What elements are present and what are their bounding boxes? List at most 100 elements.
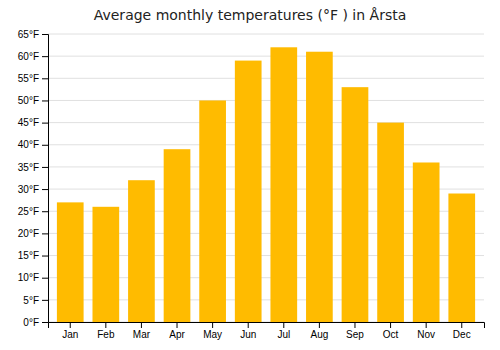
axis-line <box>49 323 485 329</box>
tick-label: Aug <box>310 329 328 340</box>
tick-label: 0°F <box>23 317 39 328</box>
tick-label: Mar <box>133 329 151 340</box>
tick-label: 40°F <box>18 139 39 150</box>
y-axis: 0°F 5°F 10°F 15°F 20°F 25°F 30°F 35°F 40°F 45°F 50… <box>18 29 49 328</box>
x-axis: Jan Feb Mar Apr May Jun Jul Aug Sep Oct Nov Dec <box>49 322 485 340</box>
tick-mark <box>390 322 391 328</box>
tick-mark <box>42 56 48 57</box>
tick-mark <box>141 322 142 328</box>
tick-label: 65°F <box>18 29 39 40</box>
tick-label: Apr <box>169 329 185 340</box>
tick: 10°F <box>18 272 48 283</box>
tick-mark <box>42 78 48 79</box>
tick-label: 15°F <box>18 250 39 261</box>
tick-mark <box>42 256 48 257</box>
tick-mark <box>42 123 48 124</box>
tick: 15°F <box>18 250 48 261</box>
tick: 0°F <box>23 317 48 328</box>
tick: Jan <box>62 322 78 340</box>
tick: 45°F <box>18 117 48 128</box>
bar <box>128 180 155 322</box>
tick: Aug <box>310 322 328 340</box>
tick: Sep <box>346 322 364 340</box>
grid-line <box>48 100 484 101</box>
chart: Average monthly temperatures (°F ) in År… <box>0 0 500 350</box>
tick-label: 35°F <box>18 162 39 173</box>
tick-mark <box>42 233 48 234</box>
tick: 65°F <box>18 29 48 40</box>
grid <box>48 34 484 322</box>
tick: Jun <box>240 322 256 340</box>
tick-label: 10°F <box>18 272 39 283</box>
tick-mark <box>319 322 320 328</box>
tick-label: 50°F <box>18 95 39 106</box>
bar <box>377 123 404 322</box>
tick-mark <box>354 322 355 328</box>
tick: 35°F <box>18 162 48 173</box>
tick-label: 55°F <box>18 73 39 84</box>
tick-label: Dec <box>453 329 471 340</box>
tick: 60°F <box>18 51 48 62</box>
tick-mark <box>42 189 48 190</box>
tick-label: Jul <box>277 329 290 340</box>
bar <box>306 52 333 322</box>
tick-label: 20°F <box>18 228 39 239</box>
tick-mark <box>42 300 48 301</box>
tick-mark <box>461 322 462 328</box>
tick-label: Oct <box>383 329 399 340</box>
tick-mark <box>248 322 249 328</box>
tick-label: 5°F <box>23 295 39 306</box>
grid-line <box>48 144 484 145</box>
tick: 30°F <box>18 184 48 195</box>
tick-label: 25°F <box>18 206 39 217</box>
tick: Jul <box>277 322 290 340</box>
tick-label: 60°F <box>18 51 39 62</box>
bar <box>57 202 84 322</box>
tick: Mar <box>133 322 151 340</box>
tick-mark <box>42 34 48 35</box>
bars <box>57 47 475 322</box>
tick-mark <box>42 278 48 279</box>
tick: Nov <box>417 322 435 340</box>
tick-mark <box>42 322 48 323</box>
axis-line <box>42 35 49 323</box>
tick-mark <box>42 100 48 101</box>
tick: 5°F <box>23 295 48 306</box>
tick: 25°F <box>18 206 48 217</box>
tick-label: May <box>203 329 222 340</box>
tick-mark <box>105 322 106 328</box>
tick-mark <box>42 145 48 146</box>
tick-label: Jun <box>240 329 256 340</box>
grid-line <box>48 34 484 35</box>
tick-label: 30°F <box>18 184 39 195</box>
plot: 0°F 5°F 10°F 15°F 20°F 25°F 30°F 35°F 40°F 45°F 50… <box>18 29 485 340</box>
tick-mark <box>70 322 71 328</box>
bar <box>92 207 119 322</box>
tick: 50°F <box>18 95 48 106</box>
bar <box>448 194 475 322</box>
tick-mark <box>42 167 48 168</box>
tick-mark <box>212 322 213 328</box>
tick: Feb <box>97 322 115 340</box>
tick-mark <box>283 322 284 328</box>
tick: Oct <box>383 322 399 340</box>
tick-label: Nov <box>417 329 435 340</box>
tick: 40°F <box>18 139 48 150</box>
grid-line <box>48 122 484 123</box>
bar <box>199 100 226 322</box>
tick-mark <box>42 211 48 212</box>
tick: 55°F <box>18 73 48 84</box>
bar <box>235 61 262 322</box>
tick: Dec <box>453 322 471 340</box>
tick: 20°F <box>18 228 48 239</box>
bar <box>164 149 191 322</box>
tick: May <box>203 322 222 340</box>
bar <box>342 87 369 322</box>
title: Average monthly temperatures (°F ) in År… <box>94 7 407 23</box>
tick-label: 45°F <box>18 117 39 128</box>
tick-label: Feb <box>97 329 115 340</box>
tick-mark <box>426 322 427 328</box>
bar <box>413 162 440 322</box>
tick-mark <box>177 322 178 328</box>
tick-label: Sep <box>346 329 364 340</box>
